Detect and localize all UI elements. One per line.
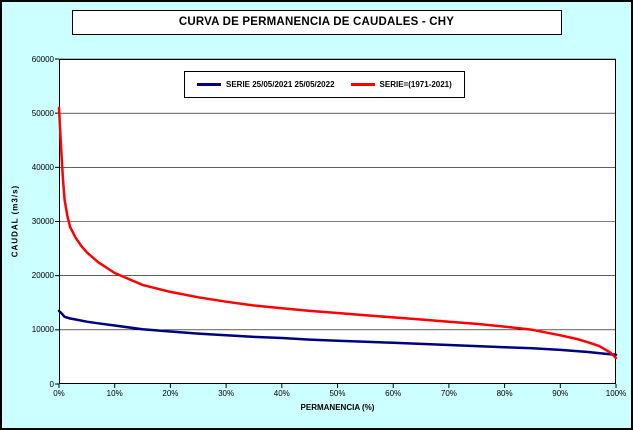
plot-border xyxy=(59,59,616,384)
flow-duration-chart xyxy=(55,58,618,388)
x-tick-label: 80% xyxy=(496,389,513,398)
x-axis-title: PERMANENCIA (%) xyxy=(300,403,375,412)
x-tick-label: 0% xyxy=(53,389,65,398)
series2-line-swatch xyxy=(350,83,375,86)
x-tick-label: 40% xyxy=(273,389,290,398)
y-tick-label: 10000 xyxy=(31,325,54,335)
chart-title: CURVA DE PERMANENCIA DE CAUDALES - CHY xyxy=(178,16,455,28)
x-tick-label: 60% xyxy=(385,389,402,398)
series-line-1 xyxy=(57,309,618,357)
x-tick-label: 30% xyxy=(218,389,235,398)
chart-title-box: CURVA DE PERMANENCIA DE CAUDALES - CHY xyxy=(71,10,562,35)
x-tick-label: 20% xyxy=(162,389,179,398)
y-tick-label: 40000 xyxy=(31,162,54,172)
legend-label-series1: SERIE 25/05/2021 25/05/2022 xyxy=(226,80,335,89)
legend-item-series1: SERIE 25/05/2021 25/05/2022 xyxy=(197,80,335,89)
y-tick-label: 50000 xyxy=(31,108,54,118)
x-tick-label: 90% xyxy=(552,389,569,398)
y-tick-label: 60000 xyxy=(31,54,54,64)
legend-item-series2: SERIE=(1971-2021) xyxy=(350,80,452,89)
series-line-2 xyxy=(57,106,618,360)
y-tick-label: 20000 xyxy=(31,271,54,281)
x-tick-label: 50% xyxy=(329,389,346,398)
series1-line-swatch xyxy=(197,83,221,86)
x-tick-label: 100% xyxy=(605,389,627,398)
legend: SERIE 25/05/2021 25/05/2022 SERIE=(1971-… xyxy=(184,71,465,98)
legend-label-series2: SERIE=(1971-2021) xyxy=(379,80,452,89)
x-tick-label: 70% xyxy=(440,389,457,398)
y-tick-label: 0 xyxy=(49,379,54,389)
x-tick-label: 10% xyxy=(106,389,123,398)
y-tick-label: 30000 xyxy=(31,217,54,226)
plot-area: SERIE 25/05/2021 25/05/2022 SERIE=(1971-… xyxy=(55,58,618,388)
